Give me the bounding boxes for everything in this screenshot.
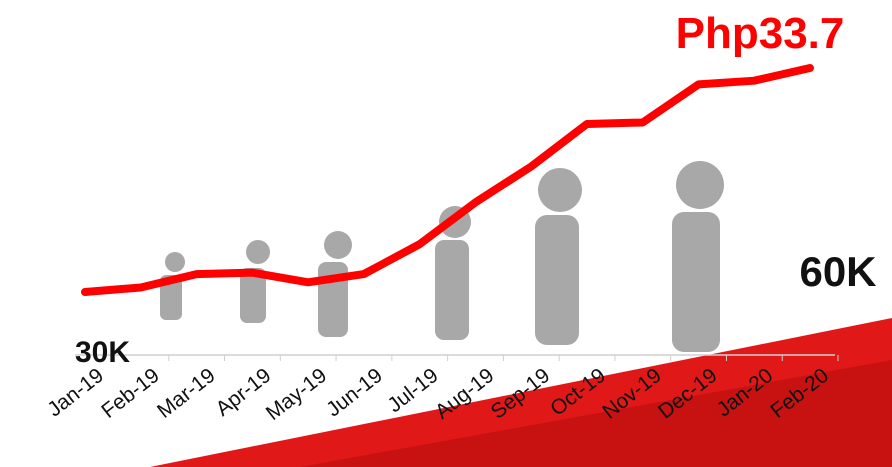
x-tick-label: Mar-19 xyxy=(153,364,220,423)
x-tick-label: May-19 xyxy=(262,364,331,425)
price-annotation: Php33.7 xyxy=(676,9,845,58)
x-tick-label: Jun-19 xyxy=(322,364,387,422)
x-tick-label: Feb-19 xyxy=(97,364,164,423)
end-annotation: 60K xyxy=(799,248,876,295)
start-annotation: 30K xyxy=(75,336,130,369)
line xyxy=(81,64,814,296)
x-tick-label: Jan-19 xyxy=(43,364,108,422)
walking-figures xyxy=(160,161,724,352)
background-stripe-shade xyxy=(300,360,892,467)
